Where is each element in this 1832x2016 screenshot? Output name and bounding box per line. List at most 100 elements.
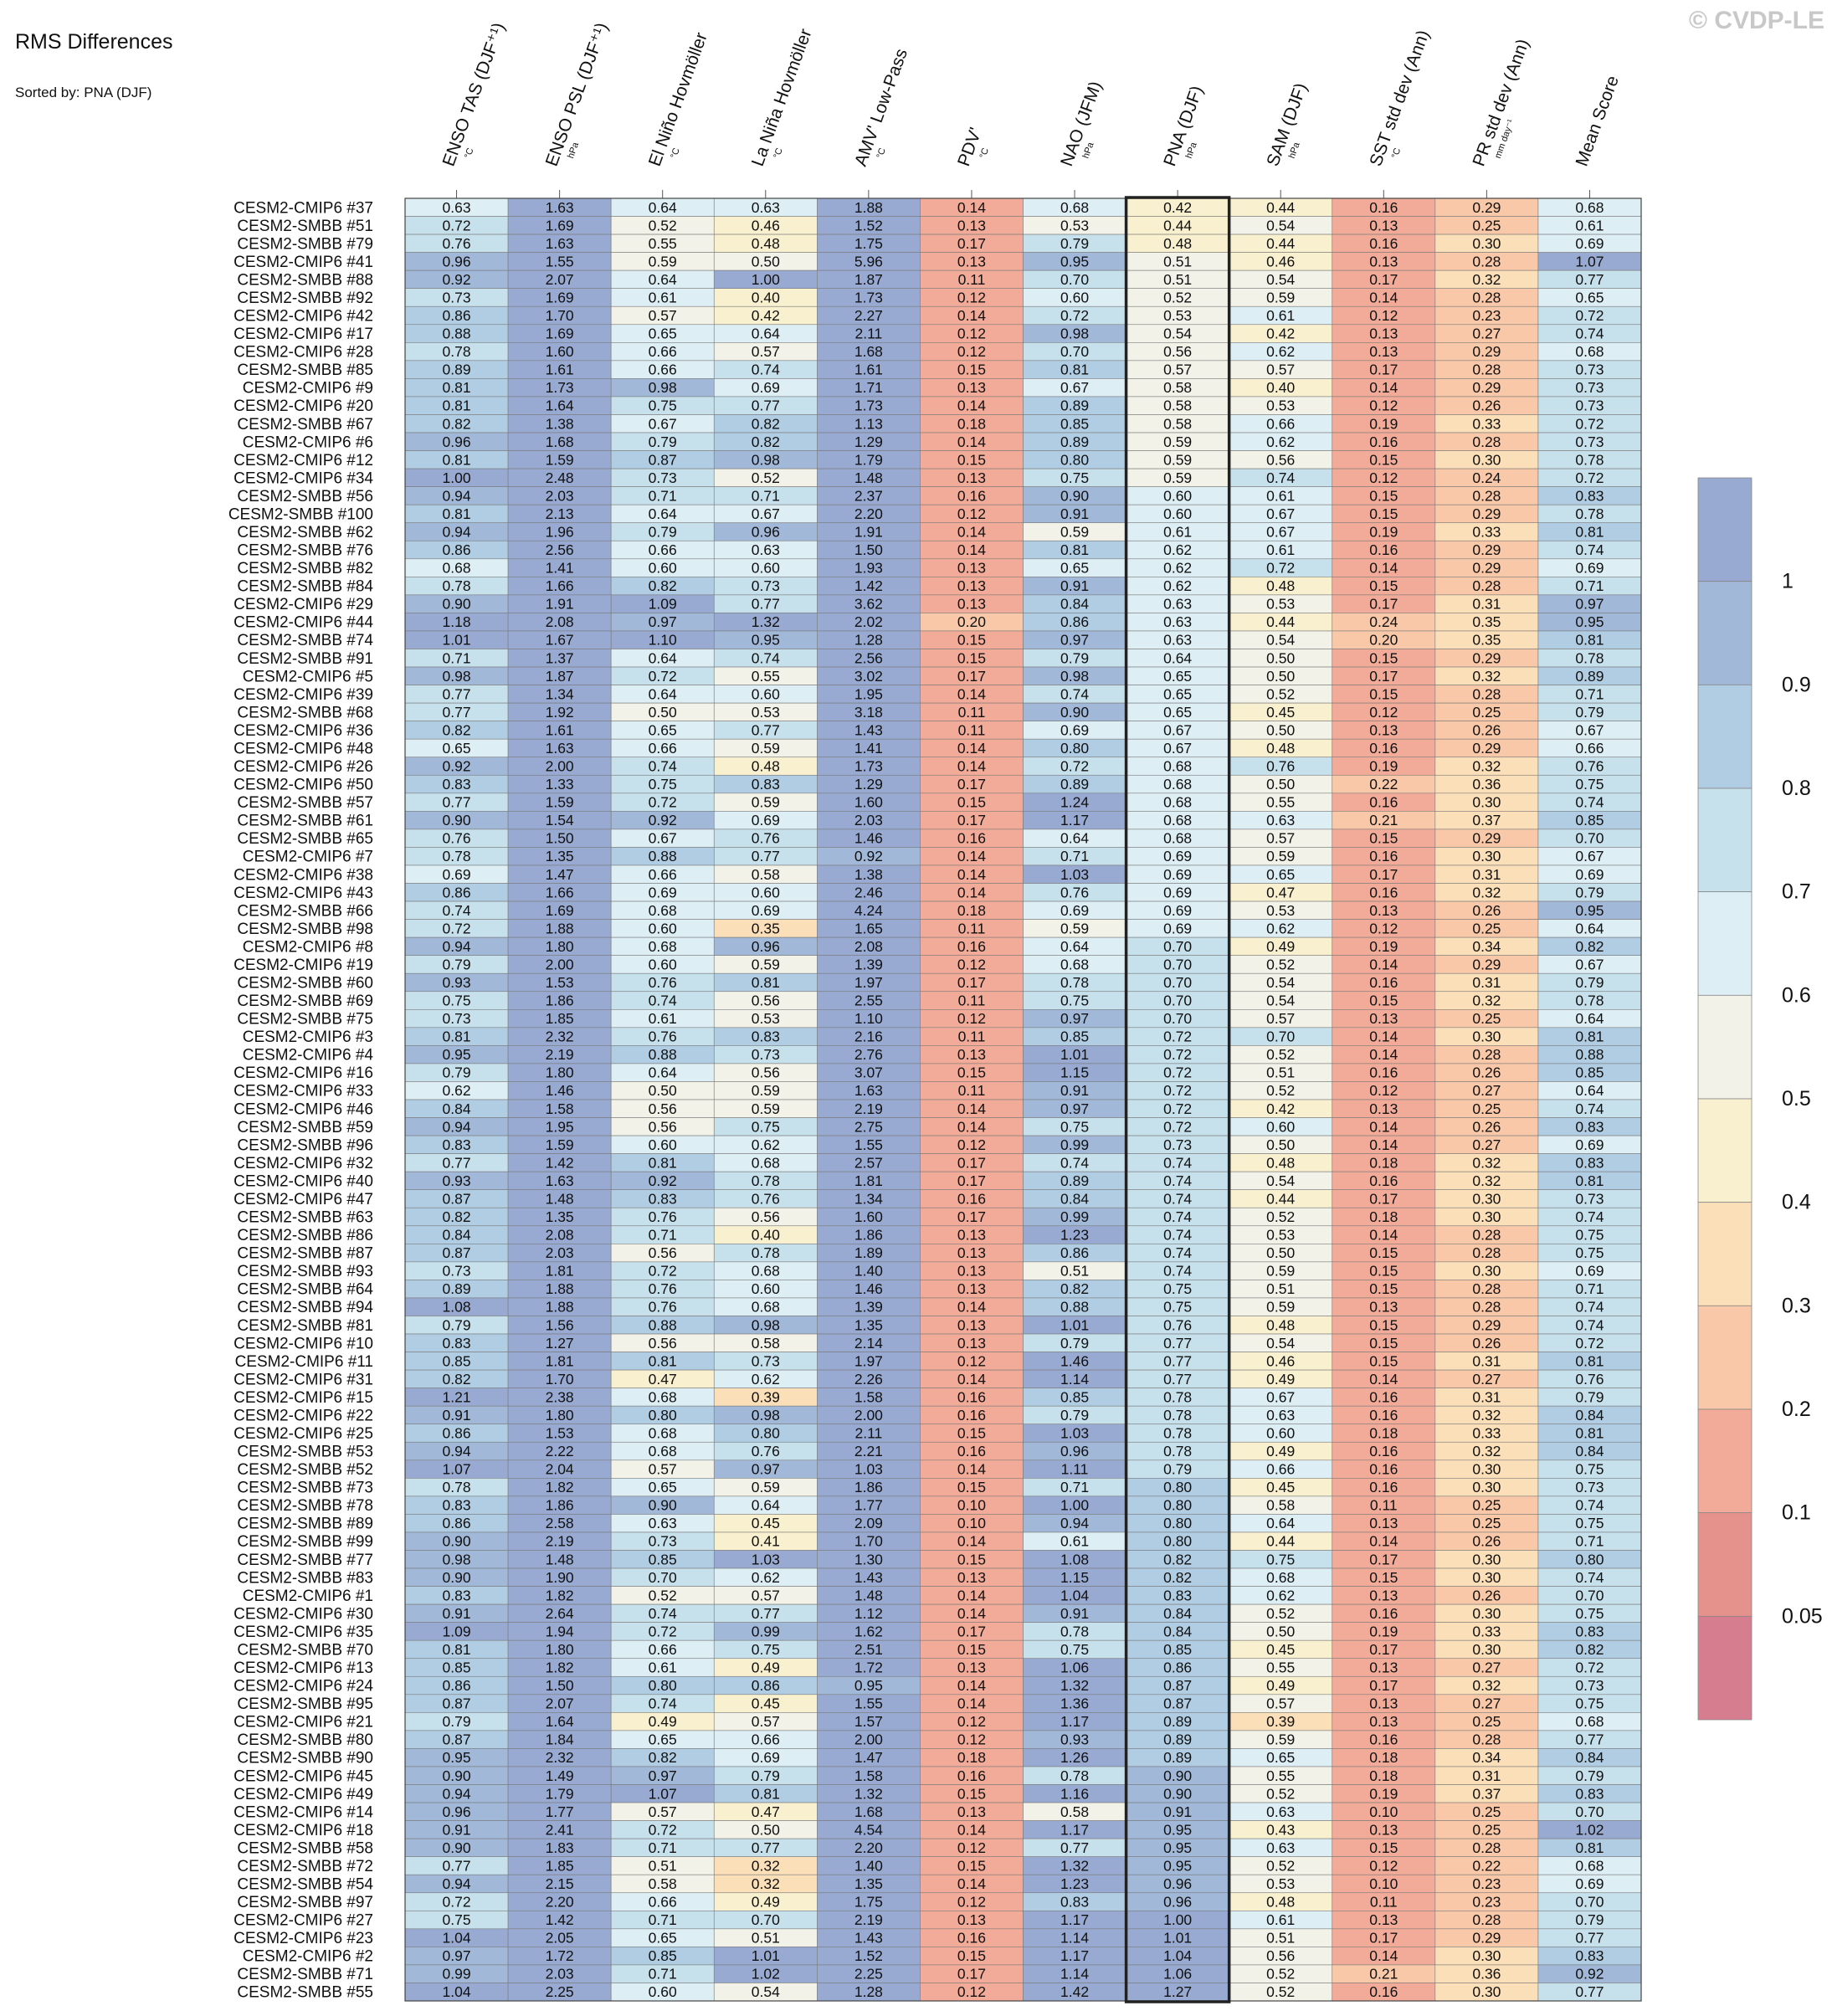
cell-value-label: 0.44 — [1163, 217, 1192, 233]
cell-value-label: 0.28 — [1472, 1227, 1501, 1244]
row-label: CESM2-CMIP6 #2 — [243, 1948, 373, 1966]
cell-value-label: 0.65 — [1060, 560, 1089, 577]
cell-value-label: 0.56 — [752, 993, 780, 1009]
cell-value-label: 0.83 — [1575, 487, 1604, 504]
cell-value-label: 0.17 — [957, 1966, 986, 1983]
cell-value-label: 0.15 — [1369, 685, 1398, 702]
cell-value-label: 0.59 — [752, 956, 780, 972]
cell-value-label: 0.79 — [752, 1767, 780, 1784]
cell-value-label: 0.91 — [1060, 1605, 1089, 1622]
cell-value-label: 0.85 — [1060, 1029, 1089, 1045]
colorbar-tick-label: 0.5 — [1782, 1087, 1811, 1111]
cell-value-label: 0.58 — [1163, 379, 1192, 396]
cell-value-label: 0.30 — [1472, 1947, 1501, 1964]
cell-value-label: 0.70 — [1163, 993, 1192, 1009]
cell-value-label: 0.70 — [1163, 1010, 1192, 1027]
cell-value-label: 0.81 — [1575, 1839, 1604, 1856]
cell-value-label: 1.14 — [1060, 1966, 1089, 1983]
cell-value-label: 0.16 — [957, 1190, 986, 1207]
row-label: CESM2-SMBB #54 — [237, 1875, 373, 1893]
cell-value-label: 0.27 — [1472, 1659, 1501, 1676]
cell-value-label: 0.75 — [1060, 993, 1089, 1009]
cell-value-label: 0.12 — [957, 1983, 986, 2000]
cell-value-label: 0.74 — [1163, 1263, 1192, 1280]
cell-value-label: 0.80 — [1575, 1551, 1604, 1567]
cell-value-label: 0.74 — [1163, 1190, 1192, 1207]
cell-value-label: 0.83 — [1060, 1894, 1089, 1911]
row-label: CESM2-SMBB #64 — [237, 1281, 373, 1299]
row-label: CESM2-SMBB #80 — [237, 1731, 373, 1749]
cell-value-label: 1.71 — [854, 379, 883, 396]
cell-value-label: 0.90 — [443, 1767, 471, 1784]
cell-value-label: 0.37 — [1472, 812, 1501, 828]
cell-value-label: 0.89 — [443, 1280, 471, 1297]
cell-value-label: 0.62 — [752, 1569, 780, 1586]
cell-value-label: 0.74 — [1575, 1569, 1604, 1586]
cell-value-label: 0.91 — [1060, 577, 1089, 594]
cell-value-label: 0.12 — [957, 1839, 986, 1856]
cell-value-label: 0.14 — [957, 1299, 986, 1316]
cell-value-label: 0.74 — [1163, 1227, 1192, 1244]
colorbar-tick-label: 0.9 — [1782, 673, 1811, 696]
cell-value-label: 0.14 — [957, 740, 986, 757]
cell-value-label: 1.01 — [1060, 1316, 1089, 1333]
cell-value-label: 1.86 — [546, 993, 574, 1009]
cell-value-label: 0.65 — [443, 740, 471, 757]
cell-value-label: 1.08 — [1060, 1551, 1089, 1567]
cell-value-label: 0.57 — [649, 307, 677, 324]
cell-value-label: 0.17 — [1369, 362, 1398, 378]
cell-value-label: 0.81 — [649, 1154, 677, 1171]
cell-value-label: 0.15 — [957, 1641, 986, 1658]
cell-value-label: 0.80 — [649, 1677, 677, 1694]
cell-value-label: 0.14 — [957, 523, 986, 540]
cell-value-label: 1.55 — [854, 1695, 883, 1712]
cell-value-label: 1.35 — [546, 848, 574, 864]
cell-value-label: 0.78 — [752, 1172, 780, 1189]
cell-value-label: 1.87 — [546, 668, 574, 685]
cell-value-label: 0.48 — [1163, 235, 1192, 252]
cell-value-label: 0.32 — [1472, 884, 1501, 900]
cell-value-label: 0.93 — [1060, 1731, 1089, 1748]
cell-value-label: 0.68 — [752, 1154, 780, 1171]
cell-value-label: 0.72 — [1575, 415, 1604, 432]
cell-value-label: 0.94 — [443, 1875, 471, 1892]
cell-value-label: 0.97 — [752, 1461, 780, 1478]
row-label: CESM2-SMBB #69 — [237, 993, 373, 1010]
cell-value-label: 0.66 — [649, 343, 677, 360]
cell-value-label: 0.60 — [752, 560, 780, 577]
cell-value-label: 0.85 — [649, 1551, 677, 1567]
cell-value-label: 0.74 — [1575, 1299, 1604, 1316]
cell-value-label: 0.15 — [1369, 993, 1398, 1009]
cell-value-label: 0.12 — [957, 956, 986, 972]
cell-value-label: 0.68 — [649, 1424, 677, 1441]
cell-value-label: 0.64 — [1575, 1082, 1604, 1099]
cell-value-label: 0.80 — [649, 1407, 677, 1424]
cell-value-label: 0.60 — [649, 1136, 677, 1153]
cell-value-label: 2.03 — [546, 487, 574, 504]
cell-value-label: 0.24 — [1472, 469, 1501, 486]
cell-value-label: 0.15 — [1369, 830, 1398, 847]
cell-value-label: 0.40 — [752, 1227, 780, 1244]
cell-value-label: 0.98 — [1060, 326, 1089, 342]
cell-value-label: 0.98 — [443, 1551, 471, 1567]
cell-value-label: 0.98 — [443, 668, 471, 685]
cell-value-label: 0.14 — [957, 1875, 986, 1892]
cell-value-label: 0.74 — [1266, 469, 1295, 486]
cell-value-label: 0.32 — [1472, 668, 1501, 685]
cell-value-label: 0.45 — [1266, 1641, 1295, 1658]
cell-value-label: 0.67 — [1575, 848, 1604, 864]
cell-value-label: 0.90 — [1060, 704, 1089, 721]
row-label: CESM2-SMBB #51 — [237, 218, 373, 235]
cell-value-label: 0.51 — [1266, 1930, 1295, 1947]
cell-value-label: 0.16 — [1369, 541, 1398, 558]
cell-value-label: 0.48 — [1266, 1894, 1295, 1911]
cell-value-label: 0.96 — [443, 253, 471, 269]
cell-value-label: 0.82 — [443, 1208, 471, 1225]
cell-value-label: 0.72 — [1060, 307, 1089, 324]
cell-value-label: 0.59 — [1060, 920, 1089, 936]
cell-value-label: 1.95 — [854, 685, 883, 702]
cell-value-label: 1.35 — [854, 1875, 883, 1892]
cell-value-label: 0.33 — [1472, 1424, 1501, 1441]
cell-value-label: 0.12 — [957, 1731, 986, 1748]
cell-value-label: 0.25 — [1472, 920, 1501, 936]
